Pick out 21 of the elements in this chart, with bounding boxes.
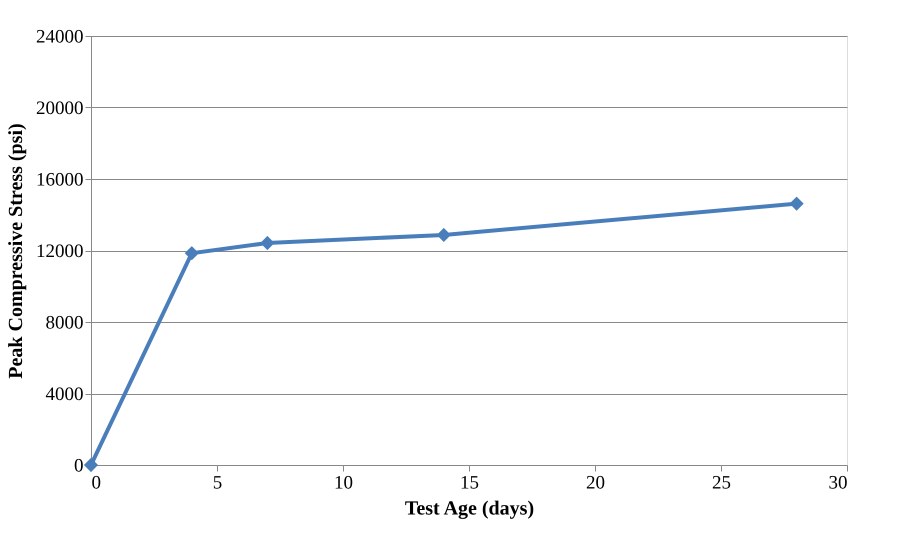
x-tick-label: 25: [712, 472, 731, 494]
y-tick-label: 8000: [46, 312, 84, 334]
point: [790, 196, 804, 211]
y-tick-label: 0: [74, 456, 84, 476]
point: [184, 246, 199, 260]
point: [260, 236, 274, 250]
x-tick-label: 20: [586, 472, 605, 494]
x-tick-label: 0: [92, 472, 101, 494]
y-tick-label: 20000: [36, 98, 84, 119]
y-tick-label: 16000: [36, 170, 84, 190]
point: [84, 458, 98, 472]
x-tick-label: 15: [460, 472, 479, 494]
x-tick-label: 10: [334, 472, 353, 494]
y-axis-title: Peak Compressive Stress (psi): [5, 123, 27, 379]
x-tick-label: 5: [212, 472, 222, 494]
y-tick-label: 24000: [36, 26, 84, 48]
x-axis-title: Test Age (days): [404, 498, 534, 520]
y-tick-label: 12000: [36, 241, 84, 262]
x-tick-label: 30: [828, 472, 848, 494]
y-tick-label: 4000: [46, 384, 84, 405]
point: [436, 228, 451, 242]
